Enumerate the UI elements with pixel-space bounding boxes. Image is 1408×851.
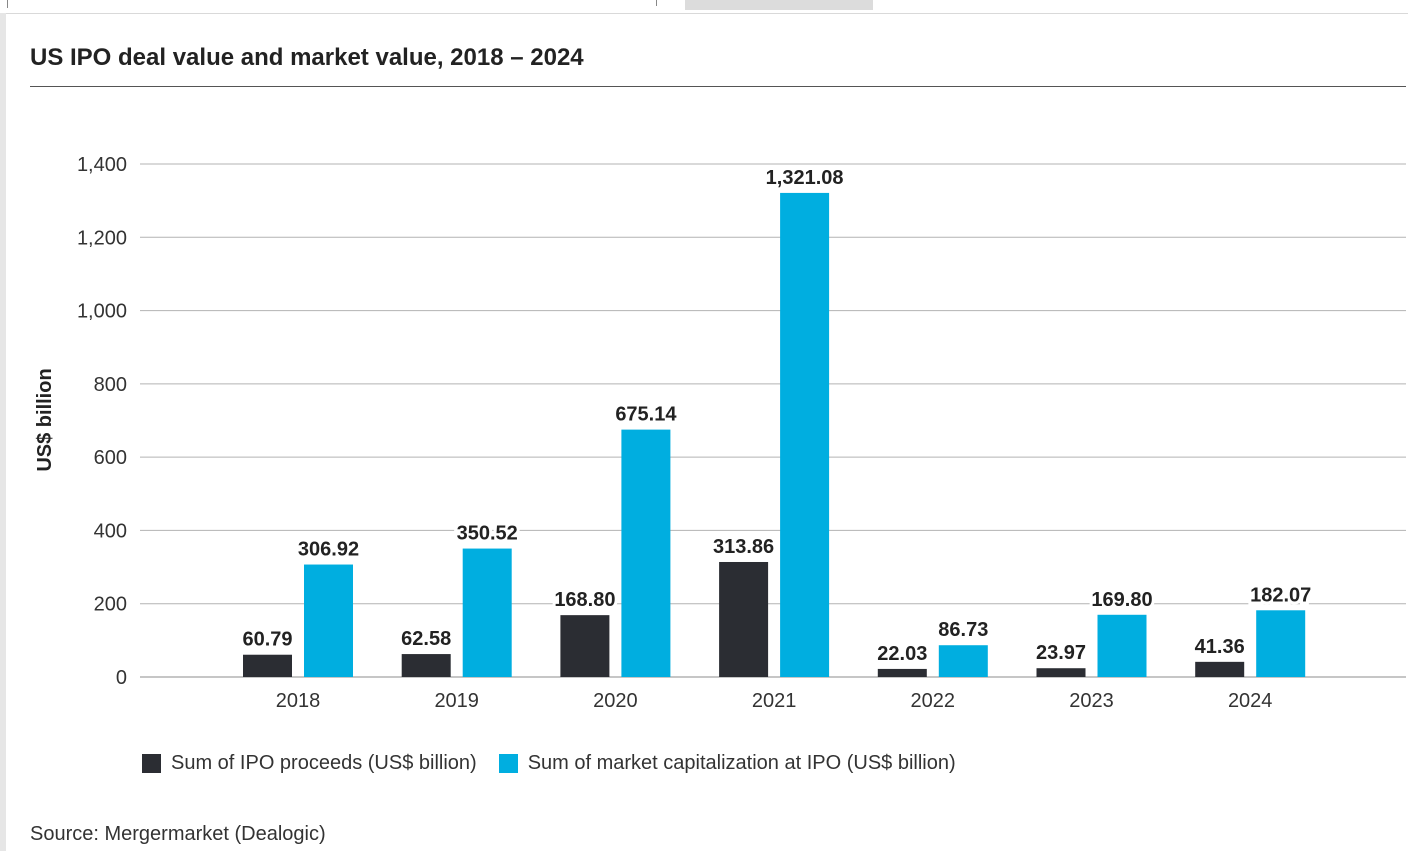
strip-marker (7, 0, 8, 8)
bar-market-cap (1256, 610, 1306, 677)
data-label-proceeds: 313.86 (713, 536, 774, 558)
data-label-market-cap: 350.52 (457, 523, 518, 545)
y-tick-label: 200 (94, 594, 127, 616)
x-tick-label: 2024 (1228, 690, 1273, 712)
bar-proceeds (1195, 661, 1245, 677)
data-label-proceeds: 60.79 (242, 629, 292, 651)
bar-market-cap (304, 564, 353, 677)
data-label-market-cap: 675.14 (615, 404, 677, 426)
data-label-proceeds: 22.03 (877, 643, 927, 665)
y-tick-label: 400 (94, 520, 127, 542)
legend-label-proceeds: Sum of IPO proceeds (US$ billion) (171, 752, 477, 774)
data-label-proceeds: 41.36 (1195, 636, 1245, 658)
data-label-market-cap: 306.92 (298, 539, 359, 561)
y-axis-title: US$ billion (34, 368, 56, 471)
y-tick-label: 1,200 (77, 227, 127, 249)
bar-proceeds (1036, 668, 1086, 677)
bar-proceeds (560, 615, 610, 677)
x-tick-label: 2020 (593, 690, 638, 712)
legend-swatch-market-cap (498, 754, 518, 773)
data-label-market-cap: 169.80 (1091, 589, 1152, 611)
bar-proceeds (401, 654, 451, 677)
legend-item-proceeds: Sum of IPO proceeds (US$ billion) (142, 752, 477, 775)
x-tick-label: 2021 (752, 690, 797, 712)
bar-proceeds (719, 561, 769, 677)
y-tick-label: 600 (94, 447, 127, 469)
bar-market-cap (462, 548, 512, 677)
data-label-market-cap: 182.07 (1250, 584, 1311, 606)
y-tick-label: 0 (116, 667, 127, 689)
title-divider (30, 86, 1406, 87)
data-label-market-cap: 86.73 (938, 619, 988, 641)
bar-market-cap (938, 645, 988, 677)
data-label-market-cap: 1,321.08 (766, 167, 844, 189)
bar-market-cap (780, 192, 830, 677)
bar-proceeds (243, 654, 292, 677)
x-tick-label: 2019 (434, 690, 479, 712)
data-label-proceeds: 62.58 (401, 628, 451, 650)
data-label-proceeds: 23.97 (1036, 642, 1086, 664)
data-label-proceeds: 168.80 (554, 589, 615, 611)
x-tick-label: 2022 (911, 690, 956, 712)
source-note: Source: Mergermarket (Dealogic) (30, 823, 326, 845)
x-tick-label: 2023 (1069, 690, 1114, 712)
chart-legend: Sum of IPO proceeds (US$ billion) Sum of… (142, 752, 978, 775)
y-tick-label: 1,400 (77, 154, 127, 176)
legend-label-market-cap: Sum of market capitalization at IPO (US$… (527, 752, 956, 774)
legend-swatch-proceeds (142, 754, 161, 773)
left-edge-bar (0, 13, 6, 851)
legend-item-market-cap: Sum of market capitalization at IPO (US$… (498, 752, 956, 775)
strip-marker (656, 0, 657, 6)
x-tick-label: 2018 (276, 690, 321, 712)
bar-market-cap (621, 429, 671, 677)
strip-tab[interactable] (685, 0, 873, 10)
y-tick-label: 1,000 (77, 301, 127, 323)
top-window-strip (0, 0, 1408, 14)
chart-title: US IPO deal value and market value, 2018… (30, 44, 584, 71)
bar-proceeds (877, 668, 927, 677)
y-tick-label: 800 (94, 374, 127, 396)
bar-market-cap (1097, 614, 1147, 677)
